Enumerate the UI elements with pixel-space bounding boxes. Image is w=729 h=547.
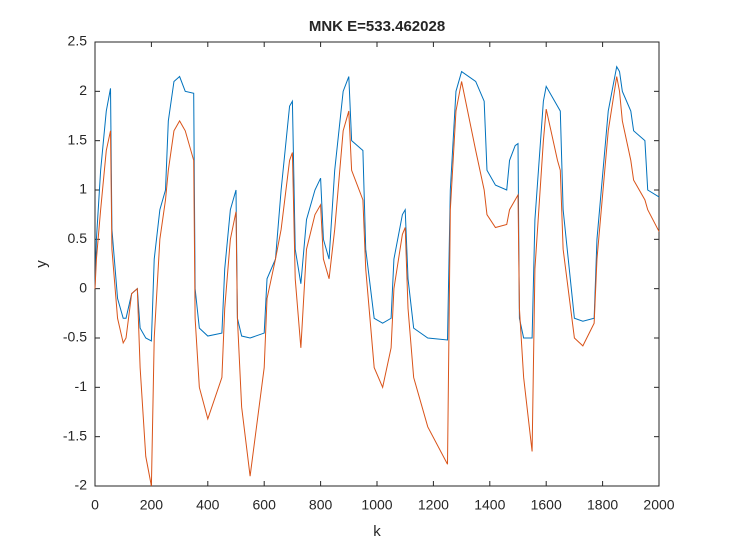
x-tick-label: 200	[140, 497, 164, 513]
x-tick-label: 600	[253, 497, 277, 513]
x-tick-label: 0	[91, 497, 99, 513]
x-tick-label: 1800	[587, 497, 618, 513]
series-line	[94, 76, 660, 487]
x-tick-label: 1400	[474, 497, 505, 513]
x-tick-label: 1000	[361, 497, 392, 513]
y-tick-label: -2	[75, 477, 88, 493]
chart-title: MNK E=533.462028	[309, 18, 445, 35]
x-tick-label: 800	[309, 497, 333, 513]
y-tick-label: 1.5	[68, 131, 88, 147]
y-axis-label: y	[33, 260, 50, 268]
x-tick-label: 400	[196, 497, 220, 513]
x-axis-label: k	[373, 523, 381, 540]
y-tick-label: -1.5	[63, 427, 87, 443]
y-tick-label: -0.5	[63, 329, 87, 345]
x-tick-label: 1200	[418, 497, 449, 513]
x-tick-label: 1600	[531, 497, 562, 513]
y-tick-label: 0	[79, 279, 87, 295]
x-tick-label: 2000	[643, 497, 674, 513]
y-tick-label: 2	[79, 82, 87, 98]
y-tick-label: 0.5	[68, 230, 88, 246]
y-tick-label: -1	[75, 378, 88, 394]
plot-frame	[94, 41, 660, 487]
series-line	[94, 65, 660, 342]
y-tick-label: 2.5	[68, 33, 88, 49]
y-tick-label: 1	[79, 181, 87, 197]
